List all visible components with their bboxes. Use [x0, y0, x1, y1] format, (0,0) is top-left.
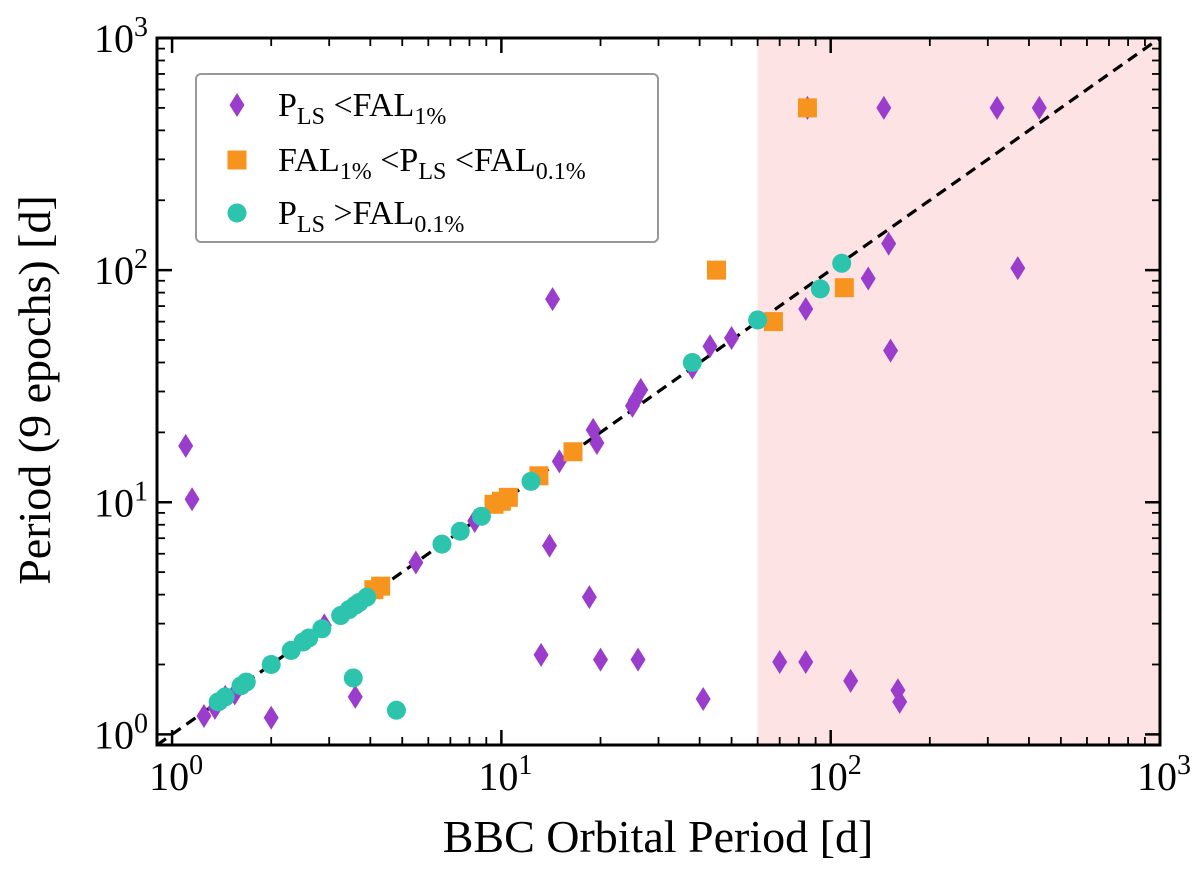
shaded-region	[757, 38, 1160, 745]
data-point-circle	[748, 310, 768, 330]
legend: PLS <FAL1% FAL1% <PLS <FAL0.1% PLS >FAL0.1…	[195, 73, 659, 243]
data-point-diamond	[533, 642, 549, 667]
data-point-circle	[432, 534, 452, 554]
data-point-diamond	[545, 287, 561, 312]
data-point-diamond	[1010, 256, 1026, 281]
x-tick-label: 102	[808, 750, 862, 799]
legend-marker-diamond	[229, 93, 245, 117]
x-tick-label: 103	[1137, 750, 1191, 799]
legend-label: PLS >FAL0.1%	[278, 195, 464, 238]
data-point-circle	[682, 352, 702, 372]
data-point-circle	[299, 628, 319, 648]
data-point-square	[563, 442, 583, 462]
data-point-diamond	[1031, 95, 1047, 120]
ticks-group	[156, 36, 1162, 746]
data-point-diamond	[883, 338, 899, 363]
data-point-diamond	[551, 449, 567, 474]
data-point-circle	[521, 471, 541, 491]
data-point-diamond	[798, 297, 814, 322]
x-tick-label: 100	[149, 750, 203, 799]
data-point-circle	[215, 687, 235, 707]
data-point-circle	[810, 279, 830, 299]
y-tick-label: 101	[94, 476, 148, 525]
data-point-square	[797, 98, 817, 118]
data-point-square	[706, 260, 726, 280]
data-point-diamond	[798, 650, 814, 675]
plot-area: 100 101 102 103 100 101 102 103	[94, 12, 1191, 799]
data-point-square	[498, 487, 518, 507]
legend-marker-square	[227, 150, 247, 170]
x-tick-label: 101	[478, 750, 532, 799]
data-point-circle	[236, 672, 256, 692]
data-point-diamond	[843, 668, 859, 693]
data-point-diamond	[184, 487, 200, 512]
x-axis-label: BBC Orbital Period [d]	[443, 811, 874, 862]
data-point-circle	[832, 253, 852, 273]
data-point-diamond	[581, 585, 597, 610]
data-point-diamond	[196, 703, 212, 728]
data-point-diamond	[542, 533, 558, 558]
data-point-square	[371, 576, 391, 596]
data-point-circle	[450, 521, 470, 541]
data-point-diamond	[702, 334, 718, 359]
data-point-diamond	[989, 95, 1005, 120]
legend-label: FAL1% <PLS <FAL0.1%	[278, 142, 586, 185]
data-point-circle	[261, 655, 281, 675]
axes-labels: BBC Orbital Period [d] Period (9 epochs)…	[9, 195, 873, 862]
data-point-diamond	[860, 266, 876, 291]
data-point-circle	[312, 619, 332, 639]
data-point-diamond	[695, 687, 711, 712]
y-axis-label: Period (9 epochs) [d]	[9, 195, 60, 585]
data-point-diamond	[633, 377, 649, 402]
data-point-diamond	[892, 689, 908, 714]
data-point-diamond	[593, 647, 609, 672]
legend-label: PLS <FAL1%	[278, 87, 446, 130]
data-point-square	[763, 312, 783, 332]
data-point-diamond	[178, 433, 194, 458]
data-point-diamond	[724, 326, 740, 351]
series-circle-group	[208, 253, 852, 720]
data-point-diamond	[772, 650, 788, 675]
data-point-diamond	[347, 684, 363, 709]
y-tick-label: 100	[94, 708, 148, 757]
legend-marker-circle	[227, 203, 247, 223]
data-point-circle	[343, 668, 363, 688]
data-point-diamond	[881, 231, 897, 256]
data-point-diamond	[408, 550, 424, 575]
tick-labels-group: 100 101 102 103 100 101 102 103	[94, 12, 1191, 799]
data-point-square	[834, 278, 854, 298]
legend-box	[195, 73, 659, 243]
y-tick-label: 102	[94, 244, 148, 293]
data-point-circle	[386, 700, 406, 720]
data-point-diamond	[589, 430, 605, 455]
data-point-diamond	[876, 95, 892, 120]
data-point-diamond	[263, 705, 279, 730]
data-point-circle	[357, 587, 377, 607]
data-point-circle	[471, 506, 491, 526]
y-tick-label: 103	[94, 12, 148, 61]
data-point-diamond	[630, 647, 646, 672]
